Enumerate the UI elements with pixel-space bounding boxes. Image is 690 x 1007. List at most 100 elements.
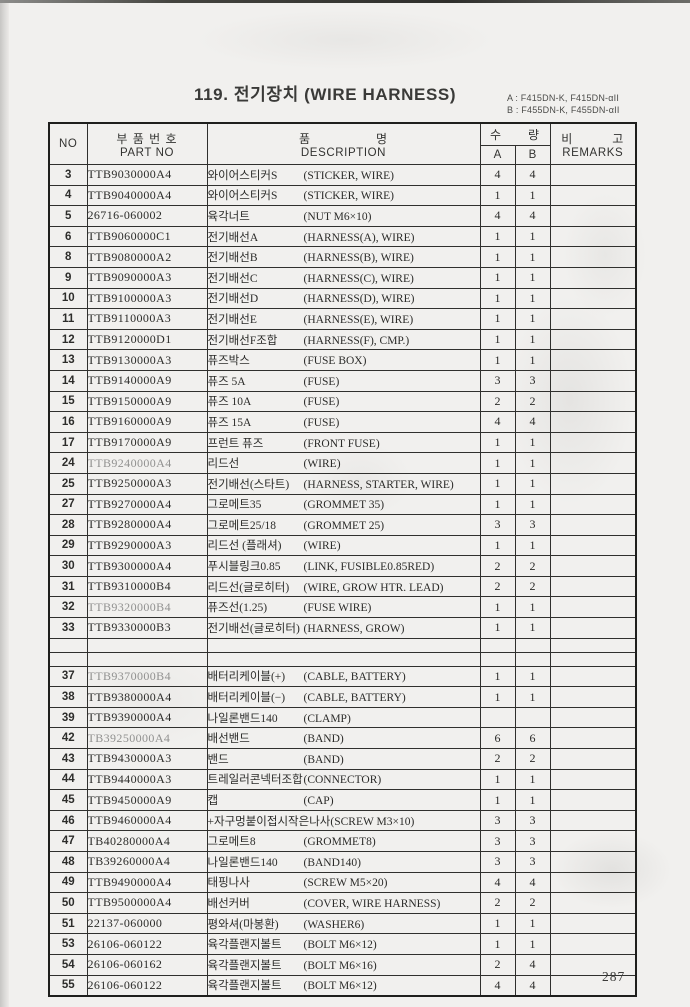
- description-english: (CLAMP): [303, 712, 351, 725]
- parts-table-header: NO 부 품 번 호 PART NO 품 명 DESCRIPTION 수 량 비…: [48, 122, 637, 165]
- cell-qty-a: 2: [479, 953, 516, 976]
- cell-remarks: [549, 706, 637, 729]
- page-title: 119. 전기장치 (WIRE HARNESS): [194, 85, 457, 104]
- description-english: (NUT M6×10): [303, 210, 372, 223]
- cell-remarks: [549, 637, 637, 653]
- part-row: 51 22137-060000 평와셔(마봉환) (WASHER6) 1 1: [48, 912, 637, 935]
- description-korean: 전기배선A: [207, 231, 259, 244]
- col-header-remarks-en: REMARKS: [562, 146, 624, 159]
- cell-qty-a: 1: [479, 596, 516, 619]
- part-row: 44 TTB9440000A3 트레일러콘넥터조합 (CONNECTOR) 1 1: [48, 768, 637, 791]
- cell-qty-a: 3: [479, 830, 516, 852]
- cell-part-no: TTB9440000A3: [86, 768, 208, 791]
- cell-part-no: TTB9500000A4: [86, 892, 208, 914]
- description-english: (HARNESS, GROW): [303, 622, 405, 635]
- cell-qty-a: 1: [479, 912, 516, 935]
- cell-remarks: [549, 727, 637, 750]
- part-row: 55 26106-060122 육각플랜지볼트 (BOLT M6×12) 4 4: [48, 974, 637, 997]
- cell-qty-a: 1: [479, 768, 516, 791]
- cell-no: 25: [48, 472, 88, 495]
- cell-description: 트레일러콘넥터조합 (CONNECTOR): [206, 768, 481, 791]
- description-korean: 리드선: [207, 458, 240, 471]
- description-english: (WASHER6): [303, 918, 365, 931]
- cell-remarks: [549, 308, 637, 330]
- description-english: (HARNESS(F), CMP.): [303, 334, 410, 347]
- cell-qty-b: 1: [514, 225, 551, 248]
- cell-description: 캡 (CAP): [206, 789, 481, 811]
- cell-description: 육각플랜지볼트 (BOLT M6×16): [206, 953, 481, 976]
- cell-description: +자구멍붙이접시작은나사(SCREW M3×10): [206, 809, 481, 832]
- cell-remarks: [549, 390, 637, 413]
- description-korean: 전기배선E: [207, 313, 257, 326]
- cell-qty-b: 1: [514, 617, 551, 639]
- description-english: (HARNESS(B), WIRE): [303, 252, 414, 265]
- cell-qty-a: 3: [479, 514, 516, 536]
- cell-part-no: [86, 637, 208, 653]
- cell-remarks: [549, 369, 637, 392]
- part-row: 11 TTB9110000A3 전기배선E (HARNESS(E), WIRE) 1 1: [48, 308, 637, 330]
- cell-remarks: [549, 514, 637, 536]
- cell-qty-b: 1: [514, 472, 551, 495]
- cell-part-no: TTB9460000A4: [86, 809, 208, 832]
- cell-description: 배터리케이블(−) (CABLE, BATTERY): [206, 686, 481, 708]
- description-korean: 육각플랜지볼트: [207, 939, 282, 952]
- cell-qty-b: 1: [514, 912, 551, 935]
- description-korean: 와이어스티커S: [207, 169, 278, 182]
- cell-no: 13: [48, 349, 88, 371]
- description-korean: 리드선(글로히터): [207, 581, 290, 594]
- part-row: 8 TTB9080000A2 전기배선B (HARNESS(B), WIRE) 1 1: [48, 246, 637, 268]
- cell-qty-b: 4: [514, 411, 551, 433]
- cell-remarks: [549, 871, 637, 894]
- cell-no: 9: [48, 266, 88, 289]
- cell-description: 밴드 (BAND): [206, 748, 481, 770]
- part-row: 53 26106-060122 육각플랜지볼트 (BOLT M6×12) 1 1: [48, 933, 637, 955]
- cell-qty-a: 1: [479, 246, 516, 268]
- cell-qty-a: 1: [479, 617, 516, 639]
- header-row-2: A B: [49, 145, 636, 165]
- cell-no: 12: [48, 328, 88, 351]
- cell-remarks: [549, 534, 637, 557]
- cell-qty-b: 1: [514, 493, 551, 516]
- cell-no: 37: [48, 665, 88, 688]
- cell-description: 퓨즈 10A (FUSE): [206, 390, 481, 413]
- description-english: (CABLE, BATTERY): [303, 692, 406, 705]
- description-korean: 전기배선B: [207, 252, 258, 265]
- cell-description: 전기배선B (HARNESS(B), WIRE): [206, 246, 481, 268]
- part-row: 49 TTB9490000A4 태핑나사 (SCREW M5×20) 4 4: [48, 871, 637, 894]
- cell-description: 그로메트25/18 (GROMMET 25): [206, 514, 481, 536]
- cell-description: 리드선 (플래셔) (WIRE): [206, 534, 481, 557]
- cell-description: 나일론밴드140 (BAND140): [206, 851, 481, 873]
- cell-qty-a: 2: [479, 555, 516, 577]
- cell-description: 육각플랜지볼트 (BOLT M6×12): [206, 933, 481, 955]
- cell-part-no: TTB9030000A4: [86, 164, 208, 186]
- description-english: (BOLT M6×12): [303, 939, 377, 952]
- col-header-desc-en: DESCRIPTION: [300, 146, 387, 159]
- description-korean: 그로메트25/18: [207, 519, 277, 532]
- description-english: (CAP): [303, 795, 334, 808]
- cell-remarks: [549, 748, 637, 770]
- col-header-qty-a: A: [479, 145, 516, 165]
- part-row: 4 TTB9040000A4 와이어스티커S (STICKER, WIRE) 1 1: [48, 184, 637, 207]
- description-korean: 프런트 퓨즈: [207, 437, 264, 450]
- cell-remarks: [549, 651, 637, 667]
- spacer-row: [48, 651, 637, 667]
- cell-qty-a: 4: [479, 205, 516, 227]
- cell-part-no: TTB9100000A3: [86, 287, 208, 310]
- cell-qty-b: 6: [514, 727, 551, 750]
- cell-description: 전기배선(스타트) (HARNESS, STARTER, WIRE): [206, 472, 481, 495]
- part-row: 38 TTB9380000A4 배터리케이블(−) (CABLE, BATTERY) 1…: [48, 686, 637, 708]
- cell-description: 배터리케이블(+) (CABLE, BATTERY): [206, 665, 481, 688]
- cell-description: 퓨즈 15A (FUSE): [206, 411, 481, 433]
- cell-remarks: [549, 851, 637, 873]
- description-english: (COVER, WIRE HARNESS): [303, 897, 441, 910]
- cell-no: 14: [48, 369, 88, 392]
- cell-qty-a: 1: [479, 225, 516, 248]
- cell-description: 그로메트8 (GROMMET8): [206, 830, 481, 852]
- description-korean: 전기배선(스타트): [207, 478, 290, 491]
- description-english: (BAND): [303, 753, 344, 766]
- cell-qty-a: 1: [479, 933, 516, 955]
- cell-description: 전기배선C (HARNESS(C), WIRE): [206, 266, 481, 289]
- description-korean: 배터리케이블(+): [207, 671, 286, 684]
- cell-remarks: [549, 789, 637, 811]
- cell-qty-b: 1: [514, 246, 551, 268]
